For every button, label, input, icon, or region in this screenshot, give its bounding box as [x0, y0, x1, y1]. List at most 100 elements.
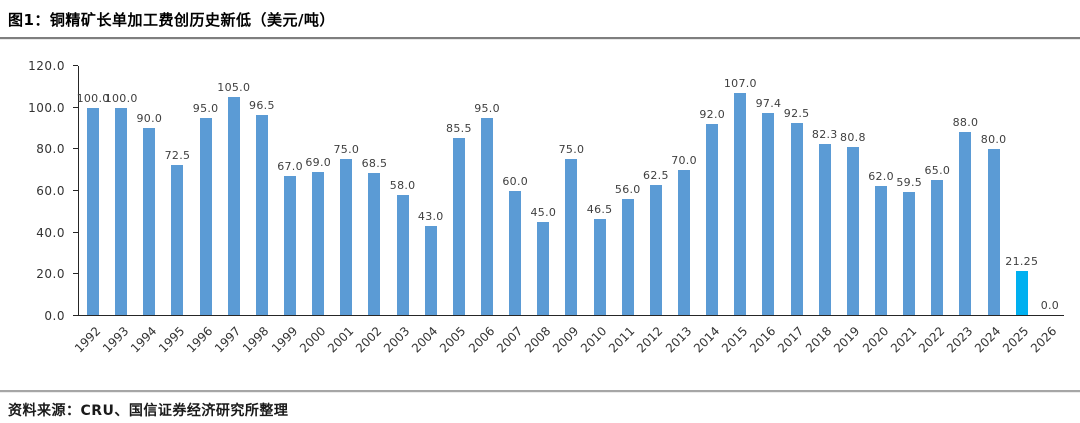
x-axis-label: 2016	[746, 324, 779, 356]
y-tick-label: 80.0	[36, 142, 65, 157]
bar-slot-2002: 68.5 2002	[353, 66, 388, 356]
bar-slot-1998: 96.5 1998	[240, 66, 276, 356]
bar-value-label: 59.5	[896, 175, 923, 189]
x-axis-label: 2010	[578, 324, 610, 356]
x-axis-label: 2023	[943, 324, 976, 356]
bar-slot-2018: 82.3 2018	[803, 66, 839, 355]
x-axis-label: 1993	[99, 324, 132, 356]
bar-slot-2005: 85.5 2005	[437, 66, 473, 356]
x-axis-label: 2013	[662, 324, 694, 356]
bar-1995	[171, 164, 184, 315]
y-tick-label: 0.0	[44, 309, 65, 323]
x-axis-label: 2008	[521, 324, 554, 356]
bar-value-label: 80.8	[840, 131, 866, 145]
bar-2012	[649, 185, 662, 315]
x-axis-label: 2017	[775, 324, 807, 356]
y-tick-mark	[73, 315, 78, 316]
bar-value-label: 88.0	[952, 116, 979, 130]
bar-slot-2020: 62.0 2020	[859, 66, 895, 355]
bar-2016	[762, 112, 775, 315]
bar-slot-2022: 65.0 2022	[916, 66, 951, 355]
y-tick-mark	[73, 148, 78, 150]
bar-value-label: 45.0	[530, 205, 557, 219]
y-tick-label: 100.0	[28, 100, 65, 115]
y-tick-mark	[73, 106, 78, 108]
x-axis-label: 2018	[803, 324, 835, 356]
x-axis-label: 2020	[859, 324, 891, 356]
bar-value-label: 75.0	[558, 143, 585, 157]
x-axis-label: 2004	[409, 324, 441, 356]
bar-value-label: 95.0	[192, 101, 219, 115]
bar-2019	[846, 147, 859, 315]
plot-area: 100.0 1992 100.0 1993 90.0 1994 72.5 1995 95.0 19…	[71, 66, 1064, 356]
bar-2003	[396, 194, 409, 315]
bar-2013	[678, 169, 691, 315]
x-axis-label: 1996	[184, 324, 216, 356]
bar-2015	[734, 92, 747, 315]
bar-value-label: 82.3	[811, 128, 838, 142]
bar-1999	[284, 175, 297, 315]
bar-value-label: 68.5	[361, 156, 388, 170]
bar-1992	[87, 107, 100, 315]
bar-value-label: 62.0	[868, 170, 894, 184]
bar-slot-2025: 21.25 2025	[1000, 66, 1038, 356]
bar-slot-2004: 43.0 2004	[409, 66, 445, 356]
bar-value-label: 56.0	[614, 182, 641, 196]
bar-slot-2001: 75.0 2001	[325, 66, 360, 355]
x-axis-label: 1992	[71, 324, 103, 356]
x-axis-label: 2015	[718, 324, 751, 356]
bar-value-label: 58.0	[389, 178, 416, 192]
bar-1994	[143, 128, 156, 315]
bar-value-label: 60.0	[502, 174, 529, 188]
bar-value-label: 105.0	[217, 81, 251, 95]
bar-2014	[706, 124, 719, 315]
x-axis-label: 2007	[493, 324, 526, 356]
bar-value-label: 72.5	[164, 148, 191, 162]
bar-slot-2000: 69.0 2000	[297, 66, 332, 356]
y-tick-mark	[73, 65, 78, 66]
bar-1996	[199, 117, 212, 315]
x-axis-label: 2006	[465, 324, 497, 356]
bar-slot-2006: 95.0 2006	[465, 66, 501, 356]
bar-slot-2015: 107.0 2015	[719, 66, 757, 356]
y-tick-mark	[73, 231, 78, 233]
bar-slot-1992: 100.0 1992	[71, 66, 109, 356]
bar-slot-2008: 45.0 2008	[522, 66, 557, 356]
bar-slot-2007: 60.0 2007	[494, 66, 529, 356]
y-tick-label: 40.0	[36, 225, 65, 240]
bar-value-label: 96.5	[249, 98, 275, 112]
x-axis-label: 2021	[887, 324, 920, 356]
y-tick-label: 20.0	[36, 267, 65, 282]
x-axis-label: 2009	[549, 324, 582, 356]
x-axis-label: 2000	[296, 324, 329, 356]
x-axis-label: 1995	[155, 324, 188, 356]
bar-slot-2012: 62.5 2012	[634, 66, 670, 355]
bar-slot-2003: 58.0 2003	[381, 66, 417, 356]
x-axis-label: 1998	[240, 324, 272, 356]
x-axis-label: 2022	[915, 324, 948, 356]
x-axis-label: 2024	[972, 324, 1004, 356]
bar-value-label: 46.5	[586, 202, 613, 216]
bar-1993	[115, 107, 128, 315]
bar-1997	[227, 97, 240, 315]
y-tick-mark	[73, 190, 78, 191]
bar-2004	[424, 225, 437, 315]
x-axis-label: 2011	[606, 324, 638, 356]
bar-2024	[987, 149, 1000, 315]
bar-slot-1996: 95.0 1996	[184, 66, 220, 356]
bar-slot-2021: 59.5 2021	[888, 66, 923, 356]
bar-2010	[593, 218, 606, 315]
x-axis-label: 2026	[1028, 324, 1060, 356]
bar-value-label: 65.0	[924, 164, 951, 178]
x-axis-label: 1997	[212, 324, 244, 356]
bar-slot-1994: 90.0 1994	[128, 66, 163, 355]
bar-slot-1995: 72.5 1995	[156, 66, 191, 356]
bar-2002	[368, 172, 381, 315]
bar-2007	[509, 190, 522, 315]
x-axis-label: 2012	[634, 324, 666, 356]
x-axis-label: 1999	[268, 324, 300, 356]
bar-value-label: 69.0	[305, 155, 332, 169]
bar-value-label: 62.5	[643, 169, 669, 183]
source-note: 资料来源：CRU、国信证券经济研究所整理	[8, 403, 289, 419]
